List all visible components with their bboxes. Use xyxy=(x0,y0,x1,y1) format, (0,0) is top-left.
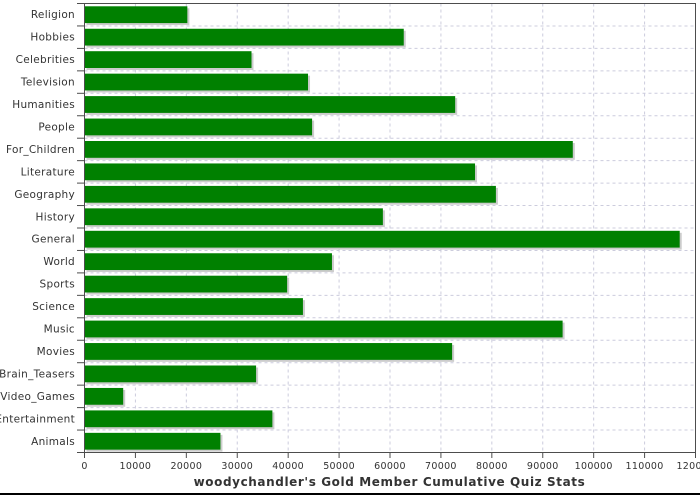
bar-for-children xyxy=(84,141,573,158)
x-tick-label-120000: 120000 xyxy=(676,461,700,472)
x-tick-label-40000: 40000 xyxy=(272,461,304,472)
y-category-label-for-children: For_Children xyxy=(6,144,75,156)
bar-celebrities xyxy=(84,51,252,68)
bar-humanities xyxy=(84,96,456,113)
y-category-label-science: Science xyxy=(32,301,75,313)
bar-entertainment xyxy=(84,410,273,428)
y-category-label-movies: Movies xyxy=(37,346,75,358)
bar-brain-teasers xyxy=(84,365,257,383)
x-tick-label-30000: 30000 xyxy=(221,461,253,472)
bar-religion xyxy=(84,6,188,24)
x-tick-label-10000: 10000 xyxy=(120,461,152,472)
x-tick-label-20000: 20000 xyxy=(170,461,202,472)
y-category-label-religion: Religion xyxy=(31,9,75,21)
bar-geography xyxy=(84,185,496,203)
bar-sports xyxy=(84,275,288,293)
bar-people xyxy=(84,118,313,136)
y-category-label-world: World xyxy=(43,256,75,268)
y-category-label-general: General xyxy=(32,234,75,246)
bar-movies xyxy=(84,343,453,360)
y-category-label-people: People xyxy=(38,121,75,133)
bar-music xyxy=(84,320,563,338)
bar-hobbies xyxy=(84,28,404,46)
y-category-label-entertainment: Entertainment xyxy=(0,413,75,425)
bar-general xyxy=(84,230,680,248)
x-tick-label-70000: 70000 xyxy=(425,461,457,472)
x-tick-label-100000: 100000 xyxy=(575,461,613,472)
y-category-label-television: Television xyxy=(20,77,75,89)
y-category-label-history: History xyxy=(36,211,75,223)
x-tick-label-80000: 80000 xyxy=(476,461,508,472)
y-category-label-animals: Animals xyxy=(31,436,75,448)
x-tick-label-90000: 90000 xyxy=(527,461,559,472)
x-tick-label-110000: 110000 xyxy=(626,461,664,472)
y-category-label-music: Music xyxy=(44,324,75,336)
y-category-label-sports: Sports xyxy=(40,279,75,291)
bar-video-games xyxy=(84,387,124,405)
y-category-label-humanities: Humanities xyxy=(12,99,75,111)
bar-television xyxy=(84,73,309,91)
y-category-label-brain-teasers: Brain_Teasers xyxy=(0,368,75,380)
y-category-label-literature: Literature xyxy=(21,166,75,178)
bar-world xyxy=(84,253,332,271)
bar-animals xyxy=(84,432,221,450)
x-tick-label-0: 0 xyxy=(81,461,87,472)
bar-science xyxy=(84,298,303,315)
chart-title: woodychandler's Gold Member Cumulative Q… xyxy=(193,475,586,489)
y-category-label-geography: Geography xyxy=(14,189,75,201)
y-category-label-video-games: Video_Games xyxy=(0,391,75,403)
bar-literature xyxy=(84,163,476,181)
x-tick-label-60000: 60000 xyxy=(374,461,406,472)
y-category-label-celebrities: Celebrities xyxy=(16,54,75,66)
bar-history xyxy=(84,208,383,226)
x-tick-label-50000: 50000 xyxy=(323,461,355,472)
bottom-divider xyxy=(0,493,700,495)
y-category-label-hobbies: Hobbies xyxy=(30,32,75,44)
